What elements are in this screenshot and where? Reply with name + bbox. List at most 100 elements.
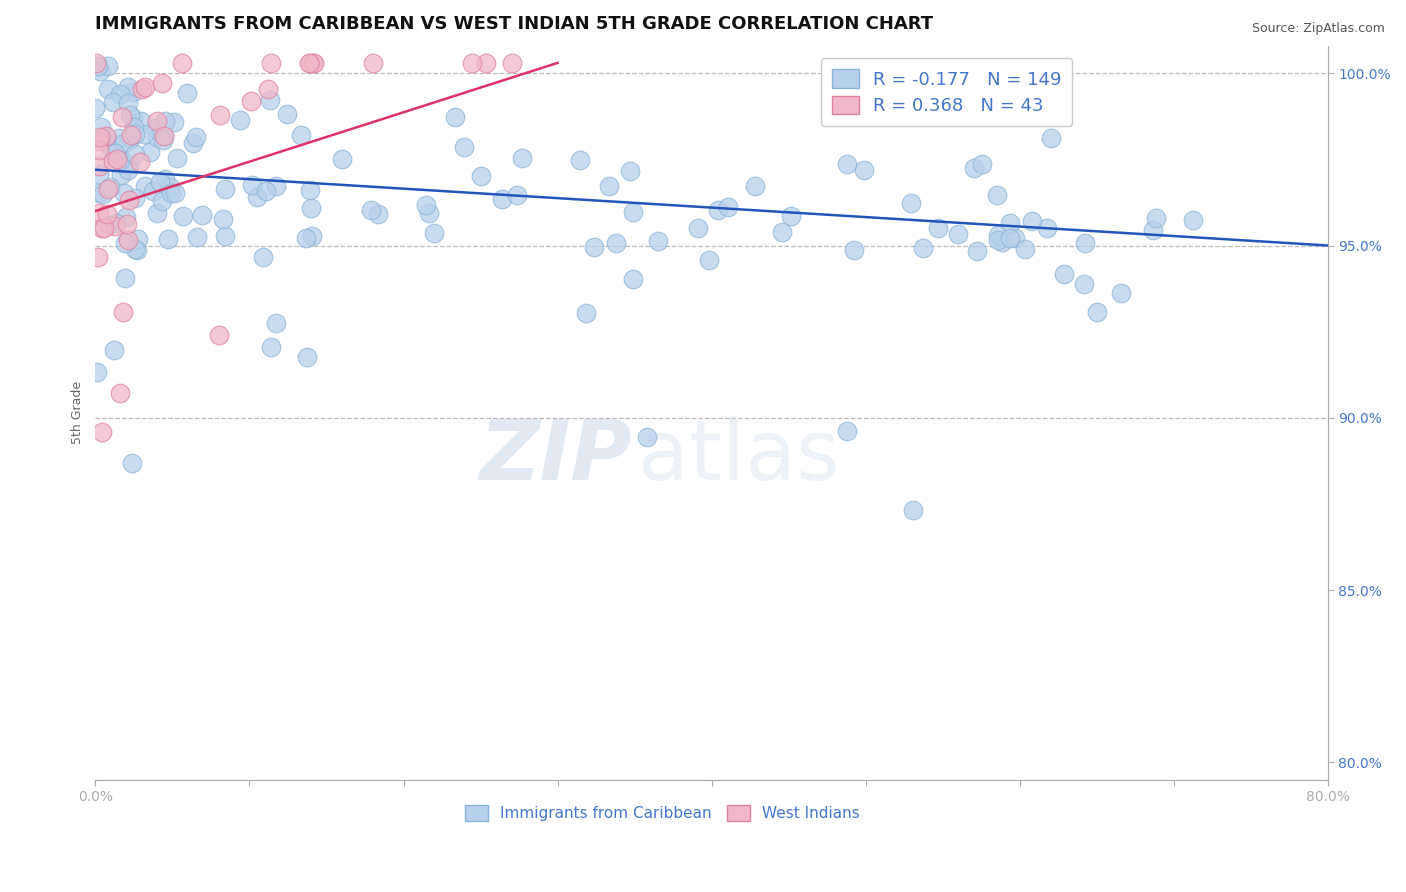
Point [124,243,146,257]
Point [87,59,110,73]
Point [89,134,111,148]
Text: atlas: atlas [638,417,839,497]
Point [97,182,120,196]
Point [998,230,1021,244]
Point [117,79,139,94]
Point [1109,285,1132,300]
Point [150,194,173,209]
Point [1181,213,1204,227]
Point [1053,268,1076,282]
Point [453,140,475,154]
Point [120,132,142,146]
Point [506,188,529,202]
Point [132,128,155,142]
Point [124,127,146,141]
Point [360,202,382,217]
Point [110,87,132,101]
Point [986,187,1008,202]
Point [90,120,112,134]
Point [87,186,110,200]
Point [134,179,156,194]
Point [111,111,134,125]
Point [172,210,194,224]
Point [716,200,738,214]
Point [183,136,205,150]
Legend: Immigrants from Caribbean, West Indians: Immigrants from Caribbean, West Indians [458,799,866,827]
Point [186,229,208,244]
Point [946,227,969,242]
Point [87,250,110,264]
Point [117,96,139,111]
Point [1004,231,1026,245]
Point [165,186,187,200]
Point [89,168,111,182]
Point [686,221,709,235]
Point [470,169,492,184]
Point [86,365,108,379]
Point [94,129,117,144]
Point [96,207,118,221]
Point [418,206,440,220]
Point [84,101,107,115]
Point [101,143,124,157]
Point [157,232,180,246]
Point [1073,277,1095,292]
Point [153,128,176,143]
Point [124,146,146,161]
Point [991,235,1014,249]
Point [121,456,143,470]
Point [101,95,124,109]
Point [214,229,236,244]
Point [214,182,236,196]
Point [108,152,131,166]
Point [963,161,986,176]
Point [998,216,1021,230]
Point [118,193,141,207]
Point [87,206,110,220]
Point [89,129,111,144]
Point [575,306,598,320]
Point [987,228,1010,243]
Point [780,209,803,223]
Point [129,154,152,169]
Point [302,56,325,70]
Point [124,191,146,205]
Point [598,179,620,194]
Point [744,179,766,194]
Point [97,59,120,73]
Point [621,272,644,286]
Point [298,56,321,70]
Point [112,305,135,319]
Point [837,157,859,171]
Text: IMMIGRANTS FROM CARIBBEAN VS WEST INDIAN 5TH GRADE CORRELATION CHART: IMMIGRANTS FROM CARIBBEAN VS WEST INDIAN… [96,15,934,33]
Point [647,235,669,249]
Point [98,179,121,194]
Point [927,221,949,235]
Point [1014,242,1036,256]
Point [98,218,121,232]
Point [117,163,139,178]
Point [443,110,465,124]
Point [146,113,169,128]
Point [89,143,111,157]
Point [835,424,858,438]
Point [103,343,125,357]
Point [146,130,169,145]
Point [209,108,232,122]
Point [1039,131,1062,145]
Point [143,121,166,136]
Point [118,158,141,172]
Point [367,207,389,221]
Point [108,131,131,145]
Point [569,153,592,167]
Point [91,221,114,235]
Point [636,430,658,444]
Point [252,250,274,264]
Point [104,216,127,230]
Point [170,56,193,70]
Point [191,208,214,222]
Point [127,232,149,246]
Point [1085,304,1108,318]
Point [461,56,484,70]
Point [254,184,277,198]
